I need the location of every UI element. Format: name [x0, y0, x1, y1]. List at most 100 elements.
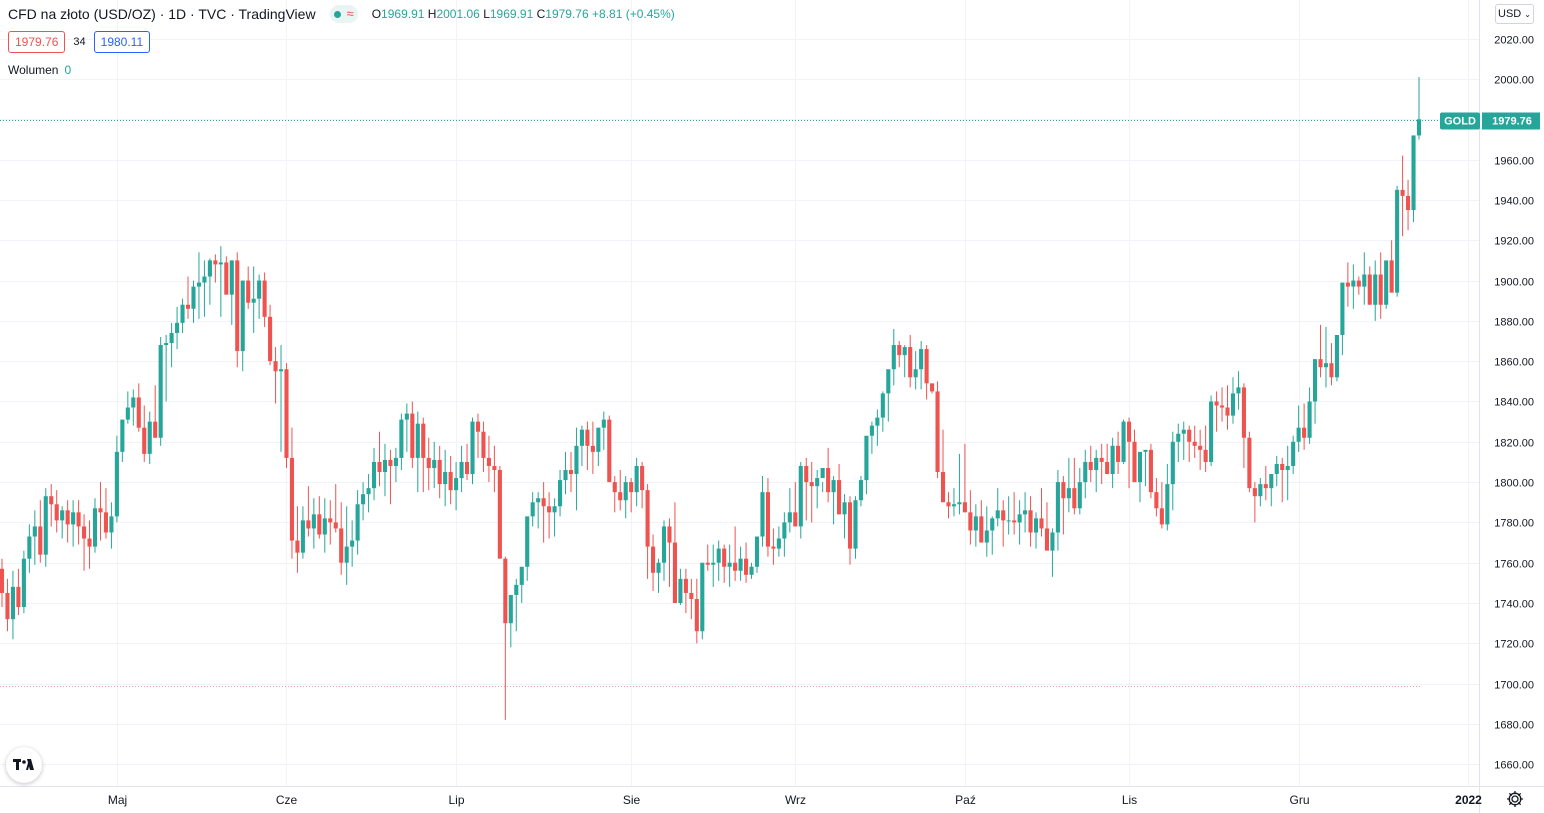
close-value: 1979.76: [545, 7, 589, 21]
price-tick-label: 1680.00: [1494, 720, 1534, 732]
delayed-wave-icon: ≈: [346, 6, 354, 21]
candle-body: [1252, 488, 1257, 497]
price-tick-label: 1760.00: [1494, 559, 1534, 571]
symbol-title[interactable]: CFD na złoto (USD/OZ) · 1D · TVC · Tradi…: [8, 6, 316, 22]
candle-body: [782, 522, 787, 539]
candle-body: [771, 546, 776, 549]
candle-body: [38, 526, 43, 555]
candle-body: [1181, 429, 1186, 434]
candle-body: [618, 492, 623, 501]
candle-body: [333, 522, 338, 529]
candle-body: [919, 349, 924, 370]
candle-body: [224, 262, 229, 295]
candle-body: [1345, 282, 1350, 287]
sell-price-button[interactable]: 1979.76: [8, 31, 66, 53]
candle-body: [235, 260, 240, 352]
candle-body: [60, 510, 65, 521]
candle-body: [596, 427, 601, 452]
close-label: C: [536, 7, 546, 21]
candle-body: [377, 461, 382, 473]
candle-body: [382, 459, 388, 473]
candle-body: [793, 512, 798, 527]
candle-body: [317, 514, 322, 535]
price-tick-label: 1900.00: [1494, 277, 1534, 289]
candle-body: [1132, 441, 1137, 483]
buy-price-button[interactable]: 1980.11: [93, 31, 151, 53]
candle-body: [612, 482, 617, 493]
gear-icon[interactable]: [1505, 789, 1525, 809]
candle-body: [1356, 280, 1361, 287]
time-tick-label: Paź: [955, 793, 976, 807]
candle-body: [1230, 393, 1236, 416]
candle-body: [640, 465, 645, 491]
candle-body: [1367, 274, 1372, 305]
candle-body: [547, 506, 552, 513]
candle-body: [213, 260, 218, 265]
candle-body: [1105, 461, 1110, 475]
chevron-down-icon: ⌄: [1524, 10, 1531, 19]
candle-body: [76, 512, 81, 527]
candle-body: [568, 470, 574, 475]
candle-body: [1351, 280, 1356, 287]
candle-body: [990, 518, 995, 531]
candle-body: [607, 419, 612, 483]
candle-body: [733, 562, 738, 571]
candle-body: [164, 343, 169, 346]
candle-body: [284, 369, 289, 458]
price-tick-label: 1840.00: [1494, 397, 1534, 409]
price-tick-label: 1780.00: [1494, 518, 1534, 530]
tradingview-logo-icon[interactable]: [6, 747, 42, 783]
candle-body: [1198, 445, 1203, 450]
time-axis[interactable]: MajCzeLipSieWrzPaźLisGru2022LutMrz.: [108, 793, 1544, 807]
candle-body: [891, 345, 896, 370]
low-label: L: [483, 7, 490, 21]
candle-body: [464, 461, 470, 475]
candle-body: [278, 369, 284, 372]
candle-body: [366, 488, 371, 495]
candle-body: [393, 457, 398, 466]
candlestick-series: [0, 76, 1422, 720]
candle-body: [1373, 274, 1378, 305]
candle-body: [930, 383, 935, 392]
candle-body: [579, 429, 584, 446]
candle-body: [787, 512, 792, 523]
candle-body: [924, 349, 929, 384]
candle-body: [1334, 334, 1339, 378]
candle-body: [437, 459, 442, 485]
currency-select[interactable]: USD ⌄: [1495, 4, 1534, 24]
candle-body: [1241, 387, 1246, 438]
candle-body: [1209, 401, 1214, 462]
candle-body: [311, 514, 316, 529]
candle-body: [131, 397, 136, 408]
time-tick-label: Maj: [108, 793, 127, 807]
candle-body: [585, 429, 590, 446]
candle-body: [1088, 461, 1093, 471]
candle-body: [1012, 520, 1017, 523]
volume-legend[interactable]: Wolumen 0: [8, 63, 71, 77]
market-status-pill[interactable]: ≈: [329, 5, 358, 23]
candle-body: [103, 512, 109, 533]
candle-body: [443, 472, 448, 485]
price-tick-label: 2000.00: [1494, 75, 1534, 87]
candle-body: [1384, 260, 1389, 305]
candle-body: [158, 345, 163, 438]
candle-body: [984, 530, 989, 543]
price-tick-label: 1740.00: [1494, 599, 1534, 611]
candle-body: [240, 280, 245, 352]
candle-body: [749, 566, 754, 575]
candle-body: [54, 504, 59, 521]
candle-body: [1050, 532, 1055, 551]
candle-body: [744, 558, 749, 575]
candle-body: [207, 260, 212, 277]
candle-body: [306, 520, 311, 529]
candle-body: [1083, 461, 1088, 483]
price-tick-label: 1800.00: [1494, 478, 1534, 490]
candle-body: [43, 496, 48, 555]
price-axis[interactable]: 1660.00 1680.00 1700.00 1720.00 1740.00 1760.…: [1494, 35, 1534, 772]
time-tick-label: Lis: [1122, 793, 1137, 807]
candle-body: [1072, 488, 1077, 509]
candle-body: [1176, 433, 1181, 442]
candle-body: [557, 480, 563, 507]
candle-body: [1017, 514, 1022, 523]
